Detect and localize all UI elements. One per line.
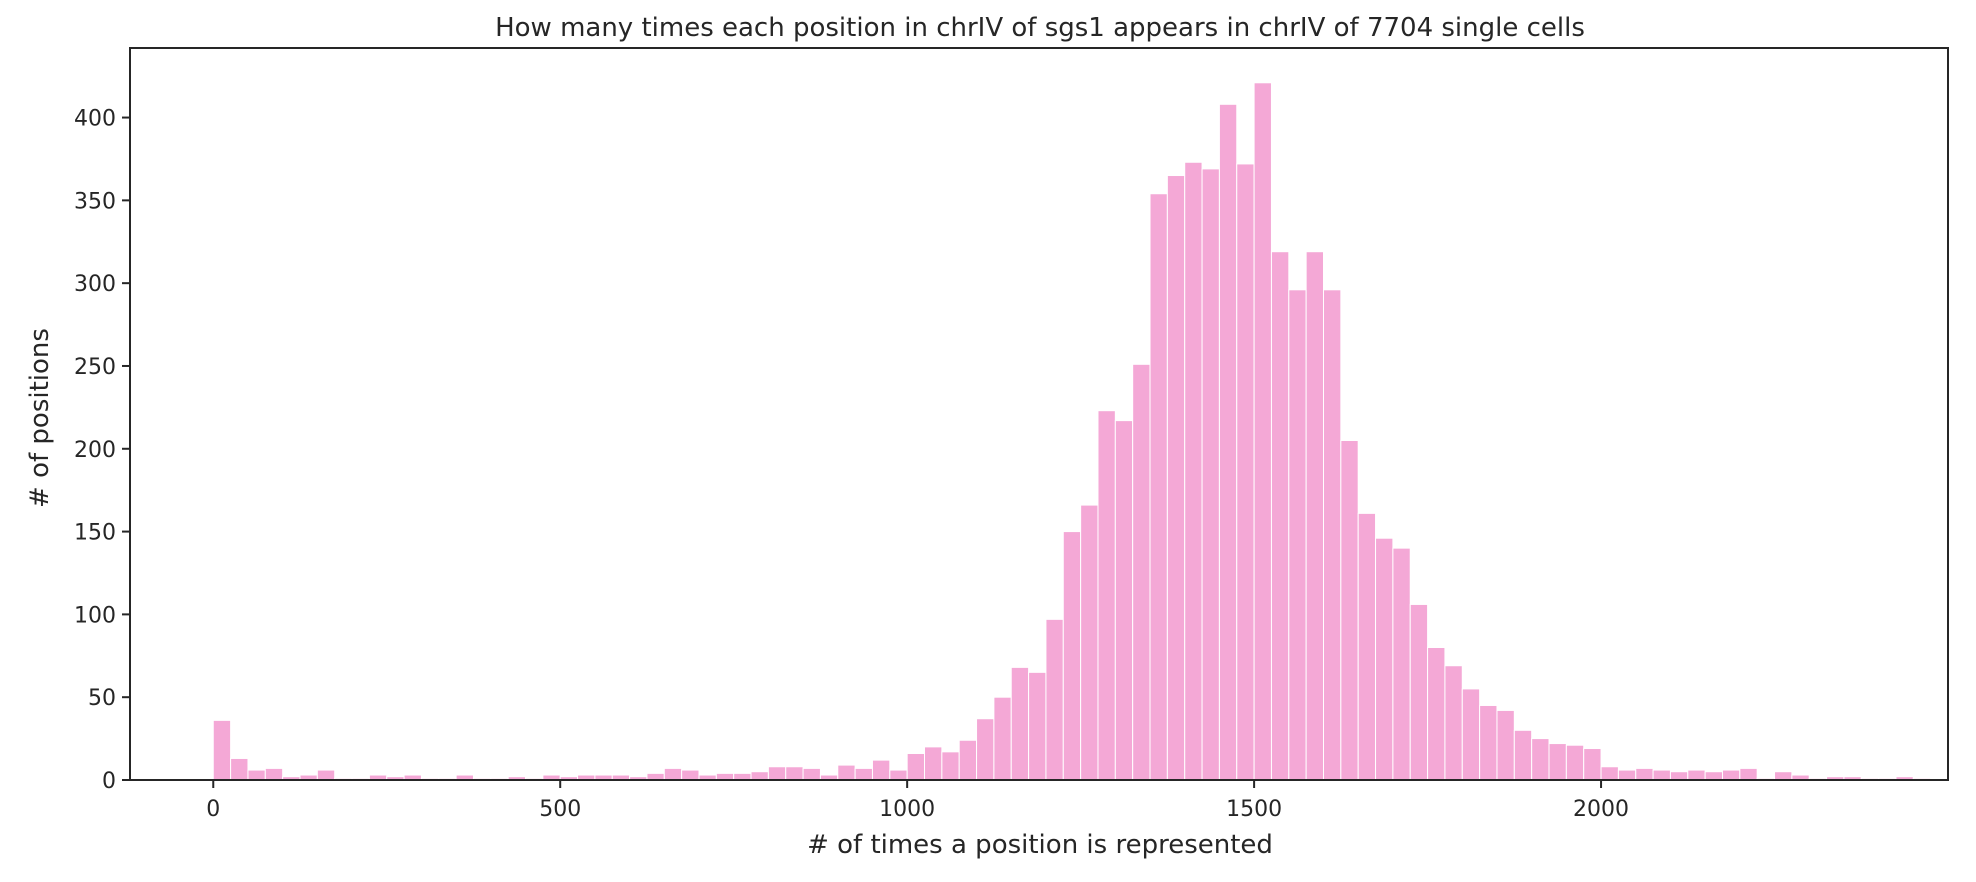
histogram-bar xyxy=(1669,771,1689,781)
histogram-bar xyxy=(958,739,978,781)
histogram-bar xyxy=(750,771,769,781)
histogram-bar xyxy=(1114,420,1134,781)
y-tick-label: 100 xyxy=(74,603,116,628)
histogram-bar xyxy=(230,757,249,781)
histogram-bar xyxy=(1444,665,1463,781)
y-tick-label: 50 xyxy=(88,686,116,711)
histogram-bar xyxy=(802,767,821,781)
histogram-bar xyxy=(767,766,787,781)
histogram-bar xyxy=(1270,251,1290,781)
histogram-bar xyxy=(1687,769,1706,781)
plot-frame xyxy=(129,47,1949,781)
histogram-bar xyxy=(1201,168,1220,781)
histogram-bar xyxy=(1635,767,1654,781)
histogram-bar xyxy=(1080,504,1099,781)
histogram-bar xyxy=(1774,771,1793,781)
histogram-bar xyxy=(212,719,232,781)
y-axis-ticks: 0 50 100 150 200 250 300 350 400 xyxy=(74,107,130,794)
x-tick-label: 0 xyxy=(206,797,220,822)
histogram-bar xyxy=(1062,531,1082,781)
y-tick-label: 150 xyxy=(74,521,116,546)
y-tick-label: 300 xyxy=(74,272,116,297)
histogram-bar xyxy=(1132,363,1151,781)
x-tick-label: 500 xyxy=(539,797,581,822)
histogram-bar xyxy=(924,746,943,781)
histogram-bar xyxy=(1392,547,1411,781)
histogram-bar xyxy=(1340,439,1359,781)
histogram-bar xyxy=(1513,729,1533,781)
chart-title: How many times each position in chrIV of… xyxy=(495,13,1585,43)
histogram-bar xyxy=(1375,537,1394,781)
histogram-bar xyxy=(1028,671,1047,781)
histogram-bar xyxy=(785,766,804,781)
histogram-bar xyxy=(1097,410,1116,781)
histogram-bar xyxy=(1739,767,1758,781)
histogram-bar xyxy=(993,696,1012,781)
histogram-bar xyxy=(1184,161,1203,781)
x-tick-label: 1500 xyxy=(1226,797,1282,822)
histogram-bar xyxy=(1045,618,1064,781)
histogram-bar xyxy=(976,718,995,781)
histogram-bar xyxy=(1305,251,1324,781)
histogram-bar xyxy=(663,767,683,781)
histogram-bar xyxy=(1479,704,1498,781)
histogram-bar xyxy=(1721,769,1741,781)
histogram-bar xyxy=(1704,771,1723,781)
histogram-bar xyxy=(1409,603,1429,781)
histogram-bar xyxy=(941,751,960,781)
histogram-bar xyxy=(1357,512,1377,781)
histogram-bar xyxy=(1010,666,1030,781)
histogram-bar xyxy=(889,769,908,781)
histogram-bar xyxy=(1548,743,1567,781)
y-tick-label: 200 xyxy=(74,438,116,463)
histogram-bar xyxy=(1236,163,1255,781)
histogram-bar xyxy=(1288,289,1307,781)
histogram-bars xyxy=(212,82,1932,781)
histogram-bar xyxy=(854,767,873,781)
histogram-bar xyxy=(1565,744,1585,781)
x-tick-label: 2000 xyxy=(1573,797,1629,822)
histogram-bar xyxy=(1531,738,1550,781)
histogram-bar xyxy=(1652,769,1671,781)
histogram-bar xyxy=(1218,103,1238,781)
histogram-bar xyxy=(1253,82,1272,781)
histogram-bar xyxy=(1600,766,1619,781)
histogram-bar xyxy=(1461,688,1481,781)
histogram-bar xyxy=(1617,769,1637,781)
histogram-bar xyxy=(1322,289,1342,781)
x-axis-ticks: 0 500 1000 1500 2000 xyxy=(206,780,1629,822)
y-tick-label: 350 xyxy=(74,189,116,214)
histogram-bar xyxy=(681,769,700,781)
x-tick-label: 1000 xyxy=(879,797,935,822)
histogram-bar xyxy=(837,764,856,781)
histogram-bar xyxy=(264,767,284,781)
y-tick-label: 0 xyxy=(102,769,116,794)
histogram-bar xyxy=(1496,709,1515,781)
y-axis-label: # of positions xyxy=(25,328,55,508)
histogram-bar xyxy=(871,759,891,781)
histogram-bar xyxy=(1166,175,1186,781)
x-axis-label: # of times a position is represented xyxy=(807,830,1273,860)
histogram-bar xyxy=(1583,748,1602,781)
histogram-bar xyxy=(247,769,266,781)
histogram-bar xyxy=(906,753,926,781)
histogram-bar xyxy=(1149,193,1168,781)
y-tick-label: 250 xyxy=(74,355,116,380)
y-tick-label: 400 xyxy=(74,107,116,132)
histogram-bar xyxy=(316,769,336,781)
histogram-bar xyxy=(1427,647,1446,781)
